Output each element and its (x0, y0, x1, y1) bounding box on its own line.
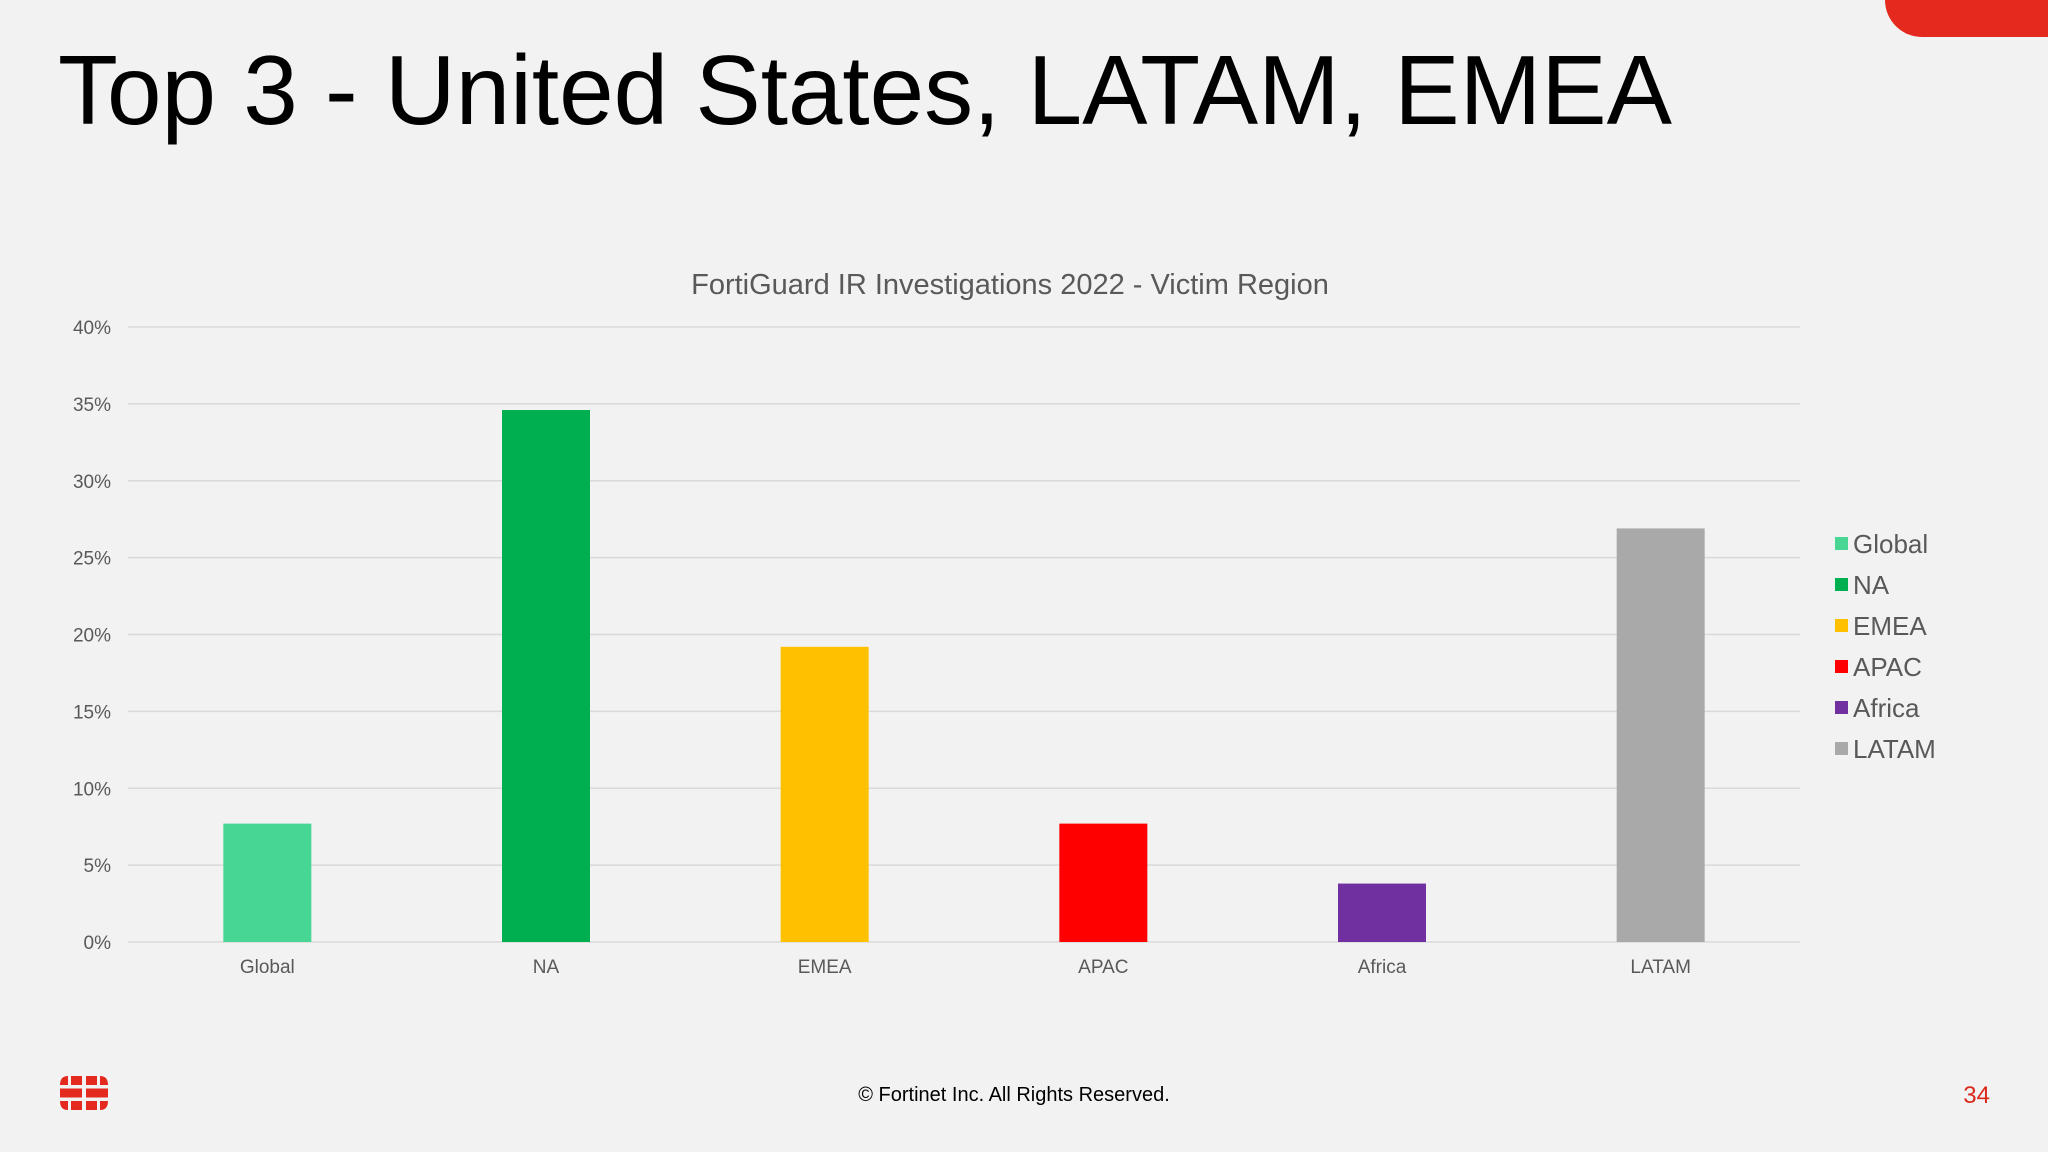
corner-accent (1885, 0, 2048, 37)
y-axis-tick-labels: 0% 5% 10% 15% 20% 25% 30% 35% 40% (73, 318, 111, 954)
bar-africa (1338, 883, 1426, 942)
bar-emea (780, 646, 869, 942)
gridlines (128, 326, 1800, 943)
bar-apac (1059, 823, 1148, 942)
x-tick-label: EMEA (798, 957, 852, 978)
footer-copyright: © Fortinet Inc. All Rights Reserved. (858, 1084, 1170, 1106)
page-number: 34 (1963, 1082, 1990, 1109)
legend-swatch (1835, 578, 1848, 591)
y-tick-label: 20% (73, 626, 111, 647)
y-tick-label: 25% (73, 549, 111, 570)
y-tick-label: 0% (84, 933, 112, 954)
bars (223, 410, 1705, 942)
legend: Global NA EMEA APAC Africa LATAM (1835, 529, 1936, 764)
legend-label: Global (1853, 529, 1928, 559)
y-tick-label: 15% (73, 702, 111, 723)
bar-latam (1616, 528, 1705, 942)
fortinet-logo-icon (60, 1076, 108, 1110)
y-tick-label: 30% (73, 472, 111, 493)
legend-label: Africa (1853, 693, 1920, 723)
bar-na (502, 410, 590, 942)
slide-title: Top 3 - United States, LATAM, EMEA (58, 35, 1672, 145)
legend-label: APAC (1853, 652, 1922, 682)
legend-swatch (1835, 660, 1848, 673)
y-tick-label: 40% (73, 318, 111, 339)
legend-swatch (1835, 701, 1848, 714)
legend-label: NA (1853, 570, 1890, 600)
x-tick-label: Global (240, 957, 295, 978)
legend-label: LATAM (1853, 734, 1936, 764)
x-axis-tick-labels: Global NA EMEA APAC Africa LATAM (240, 957, 1691, 978)
legend-swatch (1835, 742, 1848, 755)
y-tick-label: 5% (84, 856, 112, 877)
x-tick-label: LATAM (1630, 957, 1691, 978)
legend-swatch (1835, 537, 1848, 550)
legend-label: EMEA (1853, 611, 1927, 641)
x-tick-label: Africa (1358, 957, 1407, 978)
legend-swatch (1835, 619, 1848, 632)
y-tick-label: 10% (73, 779, 111, 800)
x-tick-label: APAC (1078, 957, 1128, 978)
y-tick-label: 35% (73, 395, 111, 416)
x-tick-label: NA (533, 957, 560, 978)
chart-title: FortiGuard IR Investigations 2022 - Vict… (691, 269, 1329, 301)
bar-global (223, 823, 312, 942)
